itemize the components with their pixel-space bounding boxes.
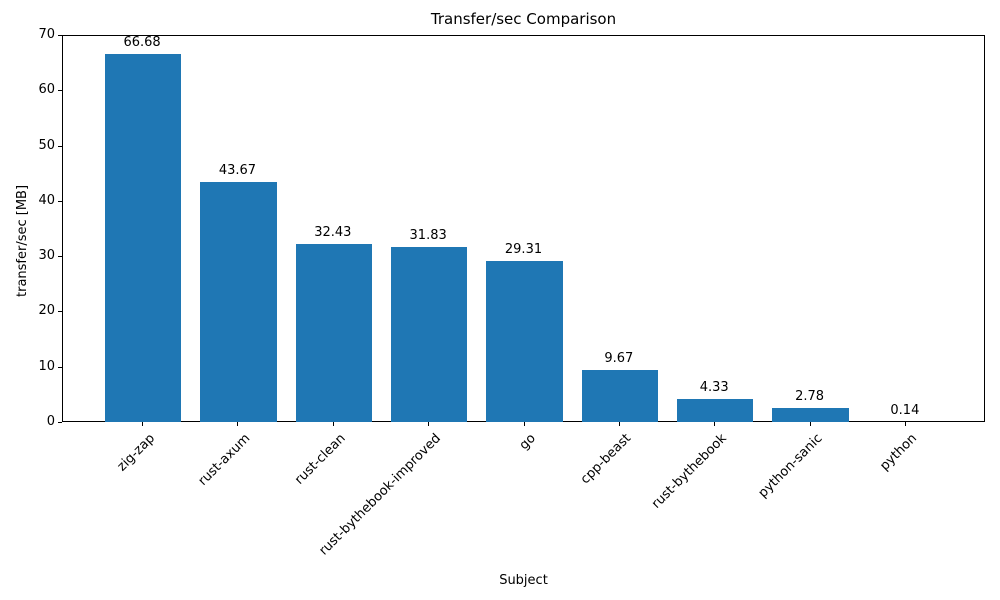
y-tick-mark <box>58 366 62 368</box>
x-tick-mark <box>714 422 716 426</box>
x-tick-label-cpp-beast: cpp-beast <box>578 431 635 488</box>
bar-rust-bythebook <box>677 399 754 422</box>
bar-value-label: 2.78 <box>795 388 825 404</box>
x-tick-mark <box>523 422 525 426</box>
y-tick-label: 40 <box>38 192 55 208</box>
bar-value-label: 9.67 <box>604 350 634 366</box>
y-tick-label: 70 <box>38 27 55 42</box>
x-tick-label-python-sanic: python-sanic <box>755 431 826 501</box>
y-tick-label: 10 <box>38 358 55 374</box>
bar-value-label: 32.43 <box>314 224 352 240</box>
bar-value-label: 29.31 <box>504 241 543 257</box>
bar-python-sanic <box>772 407 849 422</box>
y-tick-label: 60 <box>38 82 55 98</box>
bar-value-label: 0.14 <box>890 403 920 419</box>
bar-go <box>486 260 563 422</box>
x-tick-mark <box>142 422 144 426</box>
x-tick-mark <box>237 422 239 426</box>
bar-value-label: 4.33 <box>699 380 729 396</box>
bar-rust-clean <box>295 243 372 422</box>
bar-value-label: 43.67 <box>218 162 257 178</box>
y-tick-mark <box>58 200 62 202</box>
bar-value-label: 66.68 <box>123 35 161 51</box>
x-tick-label-zig-zap: zig-zap <box>114 431 158 475</box>
y-tick-mark <box>58 311 62 313</box>
bar-rust-bythebook-improved <box>391 247 468 422</box>
x-tick-label-python: python <box>877 431 921 474</box>
bar-value-label: 31.83 <box>409 228 447 244</box>
x-tick-mark <box>618 422 620 426</box>
y-tick-mark <box>58 35 62 36</box>
bar-rust-axum <box>200 181 277 422</box>
y-tick-label: 20 <box>38 303 55 319</box>
x-tick-label-rust-bythebook: rust-bythebook <box>649 431 730 512</box>
x-tick-label-rust-axum: rust-axum <box>195 431 254 489</box>
y-tick-mark <box>58 145 62 147</box>
x-tick-mark <box>904 422 906 426</box>
bar-cpp-beast <box>581 369 658 422</box>
plot-area <box>62 35 985 422</box>
x-axis-label: Subject <box>499 573 548 588</box>
y-tick-mark <box>58 90 62 92</box>
y-tick-label: 50 <box>38 137 55 153</box>
x-tick-label-go: go <box>517 431 540 454</box>
x-tick-mark <box>332 422 334 426</box>
chart-title: Transfer/sec Comparison <box>430 10 617 28</box>
y-tick-label: 0 <box>46 414 55 429</box>
y-tick-mark <box>58 256 62 258</box>
y-tick-mark <box>58 422 62 423</box>
x-tick-label-rust-clean: rust-clean <box>291 431 349 488</box>
y-tick-label: 30 <box>38 248 55 264</box>
x-tick-mark <box>809 422 811 426</box>
x-tick-mark <box>428 422 430 426</box>
bar-zig-zap <box>104 54 182 422</box>
